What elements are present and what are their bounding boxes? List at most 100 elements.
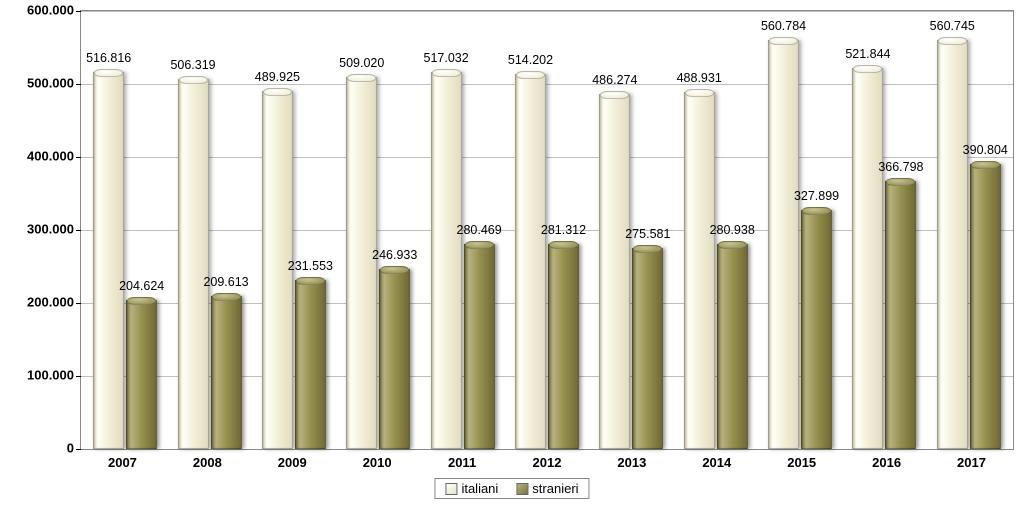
- y-axis-label: 400.000: [4, 149, 74, 164]
- bar-italiani: 488.931: [684, 92, 715, 449]
- data-label: 516.816: [86, 51, 131, 65]
- bar-italiani: 560.784: [768, 40, 799, 449]
- data-label: 204.624: [119, 279, 164, 293]
- bar-group: 506.319209.613: [178, 79, 242, 449]
- data-label: 560.784: [761, 19, 806, 33]
- bar-stranieri: 209.613: [211, 296, 242, 449]
- data-label: 280.469: [457, 223, 502, 237]
- data-label: 489.925: [255, 70, 300, 84]
- data-label: 506.319: [170, 58, 215, 72]
- bar-cap: [853, 65, 882, 73]
- data-label: 486.274: [592, 73, 637, 87]
- bar-stranieri: 281.312: [548, 244, 579, 449]
- legend-item-italiani: italiani: [445, 481, 498, 496]
- bar-cap: [263, 88, 292, 96]
- bar-cap: [802, 207, 831, 215]
- legend-item-stranieri: stranieri: [516, 481, 578, 496]
- bar-stranieri: 246.933: [379, 269, 410, 449]
- bar-cap: [432, 69, 461, 77]
- bar-italiani: 521.844: [852, 68, 883, 449]
- bar-stranieri: 327.899: [801, 210, 832, 449]
- bar-stranieri: 280.469: [464, 244, 495, 449]
- plot-area: 516.816204.624506.319209.613489.925231.5…: [80, 10, 1014, 450]
- data-label: 327.899: [794, 189, 839, 203]
- bar-cap: [380, 266, 409, 274]
- bar-cap: [296, 277, 325, 285]
- bar-italiani: 486.274: [599, 94, 630, 449]
- bar-cap: [465, 241, 494, 249]
- bar-italiani: 506.319: [178, 79, 209, 449]
- bar-group: 489.925231.553: [262, 91, 326, 449]
- bar-italiani: 514.202: [515, 74, 546, 449]
- bar-italiani: 517.032: [431, 72, 462, 449]
- x-axis-label: 2009: [259, 455, 325, 470]
- y-axis-label: 200.000: [4, 295, 74, 310]
- bar-cap: [179, 76, 208, 84]
- x-axis-label: 2015: [769, 455, 835, 470]
- bar-group: 560.784327.899: [768, 40, 832, 449]
- bar-group: 488.931280.938: [684, 92, 748, 449]
- bar-cap: [516, 71, 545, 79]
- legend-swatch-italiani: [445, 483, 457, 495]
- x-axis-label: 2011: [429, 455, 495, 470]
- legend-swatch-stranieri: [516, 483, 528, 495]
- bar-cap: [718, 241, 747, 249]
- bar-cap: [94, 69, 123, 77]
- bar-cap: [886, 178, 915, 186]
- y-axis-label: 0: [4, 441, 74, 456]
- bar-group: 516.816204.624: [93, 72, 157, 449]
- data-label: 390.804: [963, 143, 1008, 157]
- bar-cap: [347, 74, 376, 82]
- bar-stranieri: 275.581: [632, 248, 663, 449]
- bar-group: 514.202281.312: [515, 74, 579, 449]
- data-label: 509.020: [339, 56, 384, 70]
- data-label: 275.581: [625, 227, 670, 241]
- bar-stranieri: 280.938: [717, 244, 748, 449]
- bar-italiani: 560.745: [937, 40, 968, 449]
- x-axis-label: 2016: [854, 455, 920, 470]
- x-axis-label: 2014: [684, 455, 750, 470]
- bar-cap: [633, 245, 662, 253]
- data-label: 280.938: [710, 223, 755, 237]
- x-axis-label: 2008: [174, 455, 240, 470]
- bar-cap: [971, 161, 1000, 169]
- x-axis-label: 2007: [89, 455, 155, 470]
- bar-group: 521.844366.798: [852, 68, 916, 449]
- bar-cap: [549, 241, 578, 249]
- x-axis-label: 2013: [599, 455, 665, 470]
- bar-group: 509.020246.933: [346, 77, 410, 449]
- data-label: 231.553: [288, 259, 333, 273]
- data-label: 281.312: [541, 223, 586, 237]
- data-label: 514.202: [508, 53, 553, 67]
- x-axis-labels: 2007200820092010201120122013201420152016…: [80, 455, 1014, 470]
- bar-cap: [769, 37, 798, 45]
- bar-stranieri: 204.624: [126, 300, 157, 449]
- y-axis-label: 500.000: [4, 76, 74, 91]
- bar-stranieri: 390.804: [970, 164, 1001, 449]
- bar-italiani: 509.020: [346, 77, 377, 449]
- bars-row: 516.816204.624506.319209.613489.925231.5…: [81, 11, 1013, 449]
- bar-cap: [212, 293, 241, 301]
- y-axis-label: 600.000: [4, 3, 74, 18]
- legend-label-stranieri: stranieri: [532, 481, 578, 496]
- bar-stranieri: 231.553: [295, 280, 326, 449]
- x-axis-label: 2012: [514, 455, 580, 470]
- data-label: 488.931: [677, 71, 722, 85]
- legend-label-italiani: italiani: [461, 481, 498, 496]
- bar-cap: [938, 37, 967, 45]
- bar-group: 486.274275.581: [599, 94, 663, 449]
- bar-group: 560.745390.804: [937, 40, 1001, 449]
- data-label: 560.745: [930, 19, 975, 33]
- bar-cap: [685, 89, 714, 97]
- data-label: 517.032: [424, 51, 469, 65]
- bar-stranieri: 366.798: [885, 181, 916, 449]
- legend: italiani stranieri: [434, 478, 589, 499]
- data-label: 366.798: [878, 160, 923, 174]
- data-label: 246.933: [372, 248, 417, 262]
- y-axis-label: 300.000: [4, 222, 74, 237]
- bar-italiani: 516.816: [93, 72, 124, 449]
- y-axis-label: 100.000: [4, 368, 74, 383]
- data-label: 209.613: [203, 275, 248, 289]
- bar-chart: 516.816204.624506.319209.613489.925231.5…: [0, 0, 1024, 505]
- bar-group: 517.032280.469: [431, 72, 495, 449]
